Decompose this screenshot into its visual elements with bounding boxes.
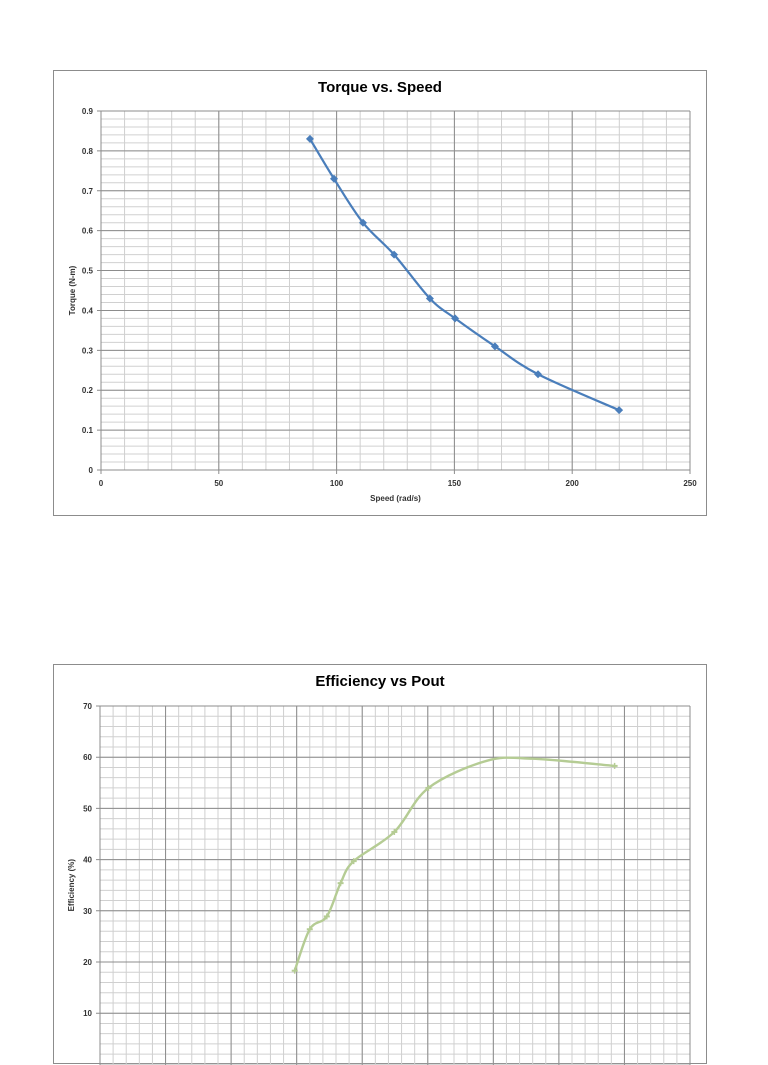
efficiency-chart: Efficiency vs Pout 10 20 30 40 50 60 70 Efficie… bbox=[53, 664, 707, 1065]
svg-text:30: 30 bbox=[83, 907, 92, 916]
data-point-marker bbox=[425, 294, 434, 303]
svg-text:0.5: 0.5 bbox=[82, 267, 94, 276]
data-point-marker bbox=[451, 314, 460, 323]
torque-plot-area: 0 50 100 150 200 250 0 0.1 0.2 0.3 0.4 0.5 0.6 0.7 0.8… bbox=[68, 107, 697, 503]
data-point-marker bbox=[390, 250, 399, 259]
svg-text:250: 250 bbox=[683, 479, 697, 488]
svg-text:0.3: 0.3 bbox=[82, 346, 94, 355]
y-axis-ticks: 0 0.1 0.2 0.3 0.4 0.5 0.6 0.7 0.8 0.9 bbox=[82, 107, 94, 475]
svg-text:0: 0 bbox=[99, 479, 104, 488]
svg-text:0.2: 0.2 bbox=[82, 386, 94, 395]
torque-chart-title: Torque vs. Speed bbox=[318, 79, 442, 96]
svg-text:0.4: 0.4 bbox=[82, 306, 94, 315]
svg-text:10: 10 bbox=[83, 1009, 92, 1018]
svg-text:200: 200 bbox=[566, 479, 580, 488]
gridlines bbox=[97, 110, 691, 474]
data-point-marker bbox=[534, 370, 543, 379]
efficiency-line bbox=[293, 756, 615, 972]
svg-text:0: 0 bbox=[89, 466, 94, 475]
svg-text:100: 100 bbox=[330, 479, 344, 488]
svg-text:20: 20 bbox=[83, 958, 92, 967]
svg-text:0.9: 0.9 bbox=[82, 107, 94, 116]
svg-text:0.8: 0.8 bbox=[82, 147, 94, 156]
svg-text:0.6: 0.6 bbox=[82, 227, 94, 236]
torque-markers bbox=[305, 134, 624, 415]
svg-text:70: 70 bbox=[83, 702, 92, 711]
data-point-marker bbox=[330, 174, 339, 183]
efficiency-markers bbox=[291, 762, 618, 974]
svg-text:40: 40 bbox=[83, 856, 92, 865]
torque-chart: Torque vs. Speed 0 50 100 150 200 250 0 0.1 0.2 0… bbox=[53, 70, 707, 516]
efficiency-plot-area: 10 20 30 40 50 60 70 Efficiency (%) bbox=[67, 702, 691, 1065]
x-axis-title: Speed (rad/s) bbox=[370, 494, 421, 503]
torque-line bbox=[309, 138, 620, 412]
svg-text:0.1: 0.1 bbox=[82, 426, 94, 435]
data-point-marker bbox=[358, 218, 367, 227]
efficiency-chart-title: Efficiency vs Pout bbox=[315, 673, 445, 690]
svg-text:50: 50 bbox=[83, 804, 92, 813]
y-axis-ticks: 10 20 30 40 50 60 70 bbox=[83, 702, 92, 1018]
x-axis-ticks: 0 50 100 150 200 250 bbox=[99, 479, 697, 488]
svg-text:150: 150 bbox=[448, 479, 462, 488]
data-point-marker bbox=[490, 342, 499, 351]
y-axis-title: Efficiency (%) bbox=[67, 859, 76, 912]
svg-text:60: 60 bbox=[83, 753, 92, 762]
svg-text:0.7: 0.7 bbox=[82, 187, 94, 196]
data-point-marker bbox=[305, 134, 314, 143]
svg-text:50: 50 bbox=[214, 479, 223, 488]
data-point-marker bbox=[615, 406, 624, 415]
y-axis-title: Torque (N-m) bbox=[68, 265, 77, 315]
gridlines bbox=[96, 705, 691, 1065]
